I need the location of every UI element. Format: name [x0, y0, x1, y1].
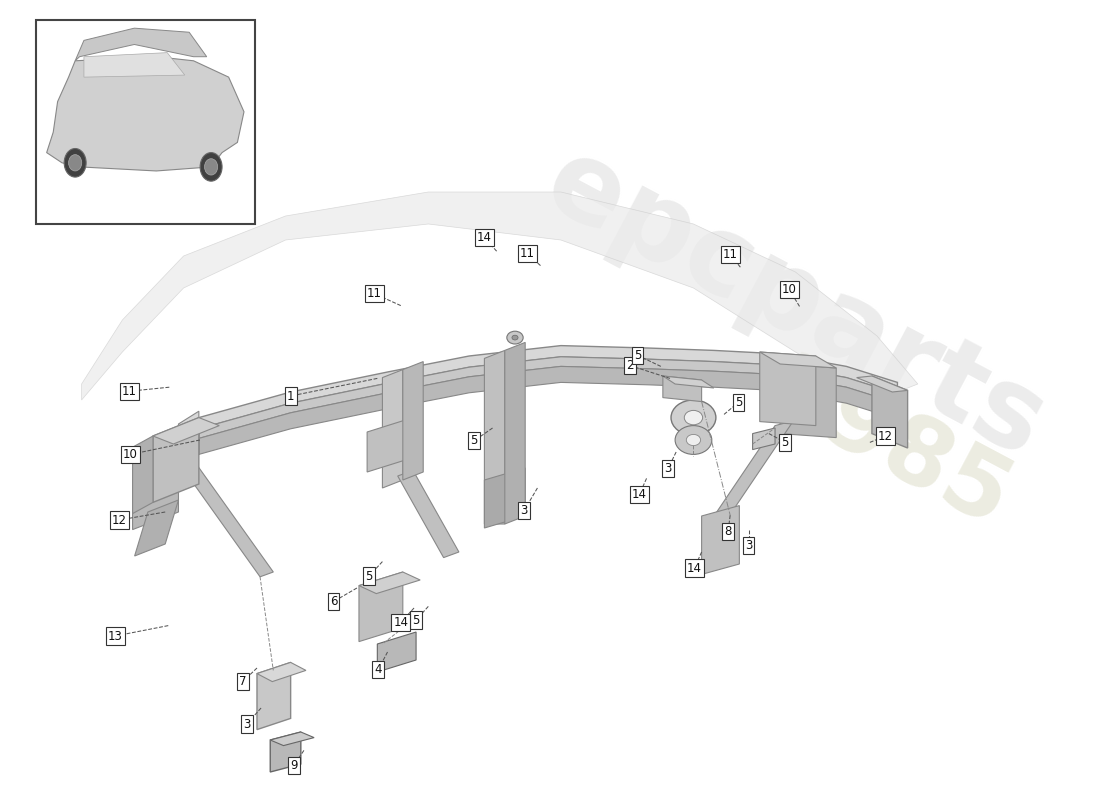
Circle shape	[684, 410, 703, 425]
Polygon shape	[153, 418, 219, 444]
Polygon shape	[133, 462, 178, 530]
Text: 8: 8	[725, 525, 732, 538]
Polygon shape	[702, 506, 739, 574]
Text: 11: 11	[519, 247, 535, 260]
Text: 5: 5	[634, 349, 641, 362]
Text: 3: 3	[243, 718, 251, 730]
Text: epcparts: epcparts	[528, 128, 1064, 480]
Text: 13: 13	[108, 630, 123, 642]
Text: 3: 3	[520, 504, 528, 517]
Text: 5: 5	[365, 570, 373, 582]
Polygon shape	[199, 366, 898, 454]
Text: 6: 6	[330, 595, 338, 608]
Polygon shape	[857, 376, 907, 392]
Ellipse shape	[64, 149, 86, 177]
Polygon shape	[872, 376, 908, 448]
Text: 5: 5	[735, 396, 743, 409]
Polygon shape	[153, 418, 199, 502]
Polygon shape	[663, 376, 702, 402]
Polygon shape	[84, 53, 185, 77]
Polygon shape	[46, 57, 244, 171]
Text: 11: 11	[366, 287, 382, 300]
Circle shape	[512, 335, 518, 340]
Polygon shape	[663, 376, 714, 388]
Text: 5: 5	[412, 614, 420, 626]
Ellipse shape	[200, 153, 222, 181]
Polygon shape	[178, 418, 199, 466]
Text: 11: 11	[723, 248, 738, 261]
Bar	[35, 20, 255, 224]
Polygon shape	[752, 428, 776, 450]
Text: 14: 14	[477, 231, 492, 244]
Polygon shape	[199, 346, 898, 429]
Polygon shape	[133, 436, 153, 514]
Polygon shape	[81, 192, 917, 400]
Text: 1985: 1985	[749, 346, 1025, 550]
Polygon shape	[199, 357, 898, 438]
Polygon shape	[359, 572, 420, 594]
Text: 7: 7	[239, 675, 246, 688]
Polygon shape	[359, 572, 403, 642]
Text: 9: 9	[290, 759, 297, 772]
Text: 4: 4	[375, 663, 382, 676]
Polygon shape	[271, 732, 315, 746]
Polygon shape	[760, 352, 816, 426]
Text: 12: 12	[112, 514, 126, 526]
Text: 11: 11	[122, 385, 138, 398]
Polygon shape	[383, 370, 403, 488]
Ellipse shape	[205, 158, 218, 175]
Circle shape	[686, 434, 701, 446]
Text: 10: 10	[782, 283, 796, 296]
Text: 10: 10	[123, 448, 138, 461]
Text: 1: 1	[287, 390, 295, 402]
Text: 3: 3	[664, 462, 672, 475]
Text: 14: 14	[631, 488, 647, 501]
Polygon shape	[257, 662, 290, 730]
Polygon shape	[484, 468, 525, 528]
Circle shape	[671, 400, 716, 435]
Polygon shape	[403, 362, 424, 480]
Polygon shape	[257, 662, 306, 682]
Text: 14: 14	[688, 562, 702, 574]
Polygon shape	[178, 458, 273, 577]
Polygon shape	[178, 411, 199, 430]
Polygon shape	[398, 470, 459, 558]
Circle shape	[507, 331, 524, 344]
Polygon shape	[367, 416, 418, 472]
Text: 3: 3	[745, 539, 752, 552]
Text: 5: 5	[781, 436, 789, 449]
Text: 14: 14	[394, 616, 408, 629]
Polygon shape	[484, 350, 505, 524]
Polygon shape	[271, 732, 300, 772]
Text: 2: 2	[627, 359, 634, 372]
Polygon shape	[711, 421, 793, 521]
Circle shape	[675, 426, 712, 454]
Text: 5: 5	[471, 434, 477, 447]
Ellipse shape	[68, 154, 81, 171]
Polygon shape	[780, 364, 836, 438]
Polygon shape	[75, 28, 207, 61]
Text: 12: 12	[878, 430, 893, 442]
Polygon shape	[505, 342, 525, 524]
Polygon shape	[377, 632, 416, 672]
Polygon shape	[134, 500, 178, 556]
Polygon shape	[760, 352, 836, 368]
